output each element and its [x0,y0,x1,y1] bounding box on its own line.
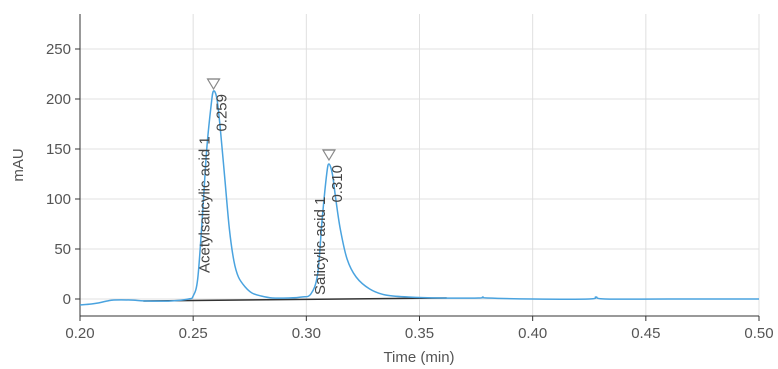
y-tick-labels: 0 50 100 150 200 250 [46,41,80,308]
x-tick-labels: 0.20 0.25 0.30 0.35 0.40 0.45 0.50 [65,316,774,342]
peak-time-label: 0.310 [329,165,346,203]
y-axis-title: mAU [10,148,27,181]
x-tick-label: 0.50 [744,325,773,342]
peak-name-label: Acetylsalicylic acid 1 [197,136,214,273]
peak-annotations: Acetylsalicylic acid 10.259 Salicylic aci… [197,78,346,295]
x-tick-label: 0.30 [292,325,321,342]
x-axis-title: Time (min) [383,349,454,366]
peak-marker [206,78,221,91]
peak-time-label: 0.259 [214,94,231,132]
x-tick-label: 0.45 [631,325,660,342]
peak-name-label: Salicylic acid 1 [312,197,329,295]
x-tick-label: 0.25 [179,325,208,342]
y-tick-label: 100 [46,191,71,208]
baseline-line [143,297,447,302]
x-tick-label: 0.35 [405,325,434,342]
y-tick-label: 0 [63,291,71,308]
y-tick-label: 50 [54,241,71,258]
y-tick-label: 150 [46,141,71,158]
signal-trace [79,90,759,306]
x-tick-label: 0.20 [65,325,94,342]
peak-marker [321,149,337,162]
y-tick-label: 200 [46,91,71,108]
y-tick-label: 250 [46,41,71,58]
grid-lines [80,14,760,316]
x-tick-label: 0.40 [518,325,547,342]
